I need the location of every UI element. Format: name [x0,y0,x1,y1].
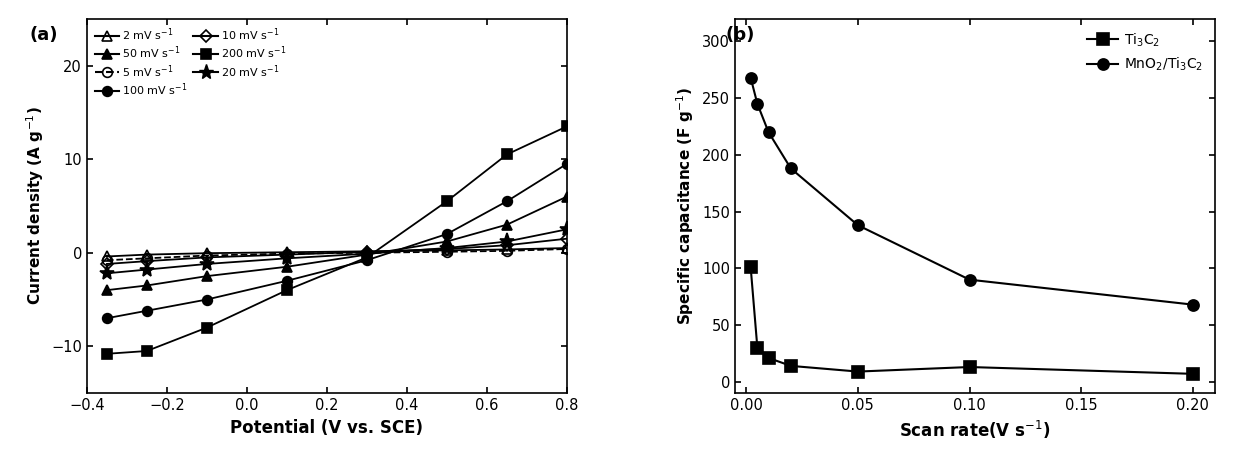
Y-axis label: Specific capacitance (F g$^{-1}$): Specific capacitance (F g$^{-1}$) [675,87,697,325]
Y-axis label: Current density (A g$^{-1}$): Current density (A g$^{-1}$) [24,107,46,305]
X-axis label: Potential (V vs. SCE): Potential (V vs. SCE) [231,418,423,437]
Legend: Ti$_3$C$_2$, MnO$_2$/Ti$_3$C$_2$: Ti$_3$C$_2$, MnO$_2$/Ti$_3$C$_2$ [1081,26,1208,79]
X-axis label: Scan rate(V s$^{-1}$): Scan rate(V s$^{-1}$) [899,418,1050,441]
Legend: 2 mV s$^{-1}$, 50 mV s$^{-1}$, 5 mV s$^{-1}$, 100 mV s$^{-1}$, 10 mV s$^{-1}$, 2: 2 mV s$^{-1}$, 50 mV s$^{-1}$, 5 mV s$^{… [92,24,289,100]
Text: (a): (a) [30,26,58,44]
Text: (b): (b) [725,26,755,44]
